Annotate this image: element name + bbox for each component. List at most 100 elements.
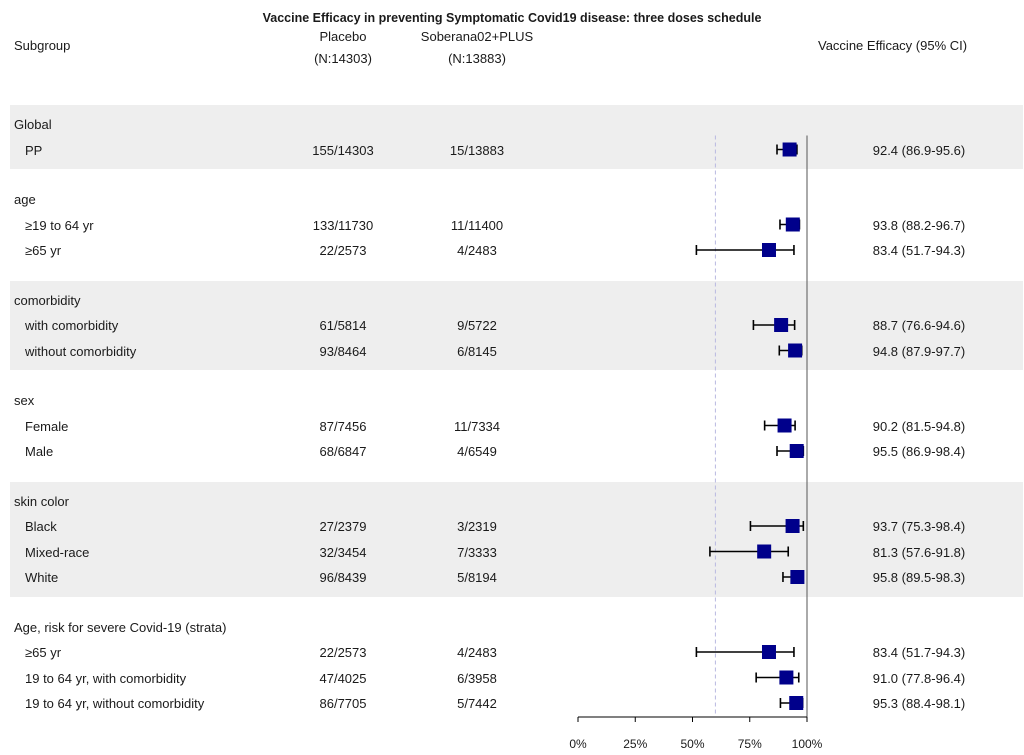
subgroup-label: White: [25, 570, 59, 585]
efficacy-ci-text: 93.8 (88.2-96.7): [872, 217, 966, 233]
table-row: 19 to 64 yr, with comorbidity 47/4025 6/39…: [0, 667, 1024, 692]
group-label: Global: [14, 117, 52, 132]
point-estimate-marker: [777, 418, 792, 433]
efficacy-ci-text: 95.5 (86.9-98.4): [872, 444, 966, 459]
efficacy-ci-text: 95.3 (88.4-98.1): [872, 696, 966, 711]
vaccine-cases: 7/3333: [457, 544, 497, 560]
x-tick-label: 75%: [738, 737, 762, 751]
subgroup-label: ≥65 yr: [25, 243, 62, 258]
efficacy-ci-text: 95.8 (89.5-98.3): [872, 570, 966, 585]
point-estimate-marker: [774, 318, 789, 332]
group-header-row: Global: [0, 113, 1024, 138]
subgroup-label: PP: [25, 142, 43, 158]
table-row: without comorbidity 93/8464 6/8145 94.8 (87…: [0, 340, 1024, 365]
group-label: sex: [14, 393, 35, 408]
placebo-cases: 155/14303: [312, 142, 374, 158]
point-estimate-marker: [789, 696, 804, 710]
point-estimate-marker: [789, 444, 804, 458]
table-row: ≥19 to 64 yr 133/11730 11/11400 93.8 (88.2-…: [0, 214, 1024, 239]
subgroup-label: Mixed-race: [25, 544, 90, 560]
point-estimate-marker: [761, 645, 776, 659]
table-row: 19 to 64 yr, without comorbidity 86/7705 5…: [0, 692, 1024, 717]
vaccine-cases: 11/7334: [453, 418, 501, 434]
group-band: [10, 105, 1023, 169]
placebo-cases: 133/11730: [312, 217, 374, 233]
group-header-row: sex: [0, 389, 1024, 414]
point-estimate-marker: [779, 670, 794, 685]
group-label: Age, risk for severe Covid-19 (strata): [14, 619, 227, 635]
vaccine-cases: 11/11400: [450, 217, 504, 233]
header-placebo-n: (N:14303): [314, 51, 372, 66]
point-estimate-marker: [757, 544, 772, 559]
subgroup-label: without comorbidity: [25, 343, 137, 359]
table-row: Mixed-race 32/3454 7/3333 81.3 (57.6-91.8): [0, 541, 1024, 566]
subgroup-label: ≥65 yr: [25, 645, 62, 660]
x-tick-label: 100%: [792, 737, 823, 751]
point-estimate-marker: [785, 519, 800, 533]
table-row: ≥65 yr 22/2573 4/2483 83.4 (51.7-94.3): [0, 641, 1024, 666]
efficacy-ci-text: 81.3 (57.6-91.8): [872, 544, 966, 560]
point-estimate-marker: [790, 570, 805, 584]
subgroup-label: Male: [25, 444, 54, 459]
efficacy-ci-text: 88.7 (76.6-94.6): [872, 318, 966, 333]
group-label: age: [14, 192, 36, 207]
placebo-cases: 22/2573: [319, 645, 367, 660]
vaccine-cases: 6/3958: [457, 670, 497, 686]
placebo-cases: 87/7456: [319, 418, 367, 434]
efficacy-ci-text: 90.2 (81.5-94.8): [872, 418, 966, 434]
vaccine-cases: 5/8194: [457, 570, 497, 585]
subgroup-label: Female: [25, 418, 69, 434]
vaccine-cases: 6/8145: [457, 343, 497, 359]
placebo-cases: 68/6847: [319, 444, 367, 459]
table-row: Black 27/2379 3/2319 93.7 (75.3-98.4): [0, 515, 1024, 540]
point-estimate-marker: [788, 343, 803, 358]
vaccine-cases: 4/2483: [457, 645, 497, 660]
vaccine-cases: 9/5722: [457, 318, 497, 333]
subgroup-label: ≥19 to 64 yr: [25, 217, 94, 233]
vaccine-cases: 4/6549: [457, 444, 497, 459]
efficacy-ci-text: 94.8 (87.9-97.7): [872, 343, 966, 359]
x-tick-label: 50%: [680, 737, 704, 751]
efficacy-ci-text: 92.4 (86.9-95.6): [872, 142, 966, 158]
subgroup-label: with comorbidity: [25, 318, 119, 333]
vaccine-cases: 3/2319: [457, 519, 497, 534]
table-row: PP 155/14303 15/13883 92.4 (86.9-95.6): [0, 139, 1024, 164]
header-subgroup: Subgroup: [14, 38, 71, 53]
header-efficacy: Vaccine Efficacy (95% CI): [818, 38, 968, 53]
placebo-cases: 47/4025: [319, 670, 367, 686]
placebo-cases: 27/2379: [319, 519, 367, 534]
group-label: comorbidity: [14, 292, 81, 308]
placebo-cases: 93/8464: [319, 343, 367, 359]
x-tick-label: 0%: [569, 737, 587, 751]
header-vaccine-n: (N:13883): [448, 51, 506, 66]
table-row: with comorbidity 61/5814 9/5722 88.7 (76.6-…: [0, 314, 1024, 339]
table-row: ≥65 yr 22/2573 4/2483 83.4 (51.7-94.3): [0, 239, 1024, 264]
x-tick-label: 25%: [623, 737, 647, 751]
table-row: Male 68/6847 4/6549 95.5 (86.9-98.4): [0, 440, 1024, 465]
placebo-cases: 96/8439: [319, 570, 367, 585]
efficacy-ci-text: 93.7 (75.3-98.4): [872, 519, 966, 534]
subgroup-label: 19 to 64 yr, with comorbidity: [25, 670, 187, 686]
group-label: skin color: [14, 493, 69, 509]
efficacy-ci-text: 83.4 (51.7-94.3): [872, 645, 966, 660]
table-row: Female 87/7456 11/7334 90.2 (81.5-94.8): [0, 415, 1024, 440]
subgroup-label: 19 to 64 yr, without comorbidity: [25, 696, 205, 711]
point-estimate-marker: [785, 217, 800, 232]
header-vaccine: Soberana02+PLUS: [420, 29, 534, 44]
group-band: [10, 481, 1023, 597]
placebo-cases: 22/2573: [319, 243, 367, 258]
point-estimate-marker: [782, 142, 797, 157]
placebo-cases: 32/3454: [319, 544, 367, 560]
efficacy-ci-text: 83.4 (51.7-94.3): [872, 243, 966, 258]
placebo-cases: 61/5814: [319, 318, 367, 333]
point-estimate-marker: [761, 243, 776, 257]
vaccine-cases: 15/13883: [449, 142, 505, 158]
table-row: White 96/8439 5/8194 95.8 (89.5-98.3): [0, 566, 1024, 591]
group-header-row: age: [0, 188, 1024, 213]
group-band: [10, 280, 1023, 370]
subgroup-label: Black: [25, 519, 57, 534]
group-header-row: Age, risk for severe Covid-19 (strata): [0, 616, 1024, 641]
vaccine-cases: 5/7442: [457, 696, 497, 711]
vaccine-cases: 4/2483: [457, 243, 497, 258]
